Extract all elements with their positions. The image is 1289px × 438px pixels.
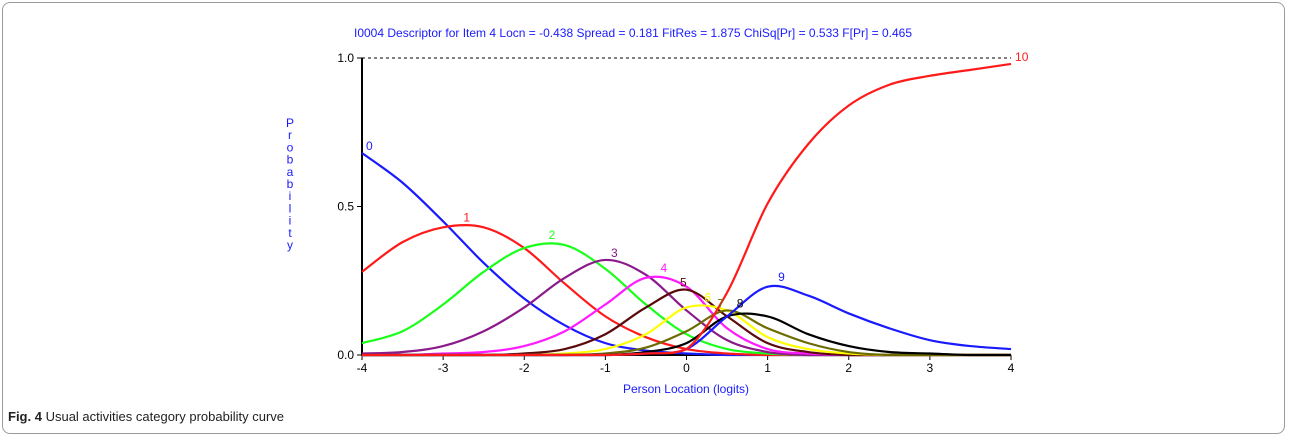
series-label-5: 5 <box>680 276 687 290</box>
y-axis-label-letter: o <box>287 140 294 154</box>
series-line-9 <box>362 284 1012 357</box>
y-axis-label-letter: i <box>289 189 292 203</box>
series-label-2: 2 <box>549 228 556 242</box>
series-label-4: 4 <box>661 261 668 275</box>
y-axis-label-letter: i <box>289 214 292 228</box>
x-tick-label: -1 <box>600 361 611 375</box>
y-axis-label-letter: b <box>287 177 294 191</box>
y-tick-label: 0.0 <box>337 348 354 362</box>
y-axis-label-letter: a <box>287 165 294 179</box>
x-tick-label: -4 <box>357 361 368 375</box>
series-label-3: 3 <box>611 246 618 260</box>
series-line-5 <box>362 288 1011 357</box>
y-axis-label-letter: P <box>286 116 294 130</box>
y-axis-label-letter: r <box>288 128 292 142</box>
y-axis-label-letter: y <box>287 238 293 252</box>
caption-text: Usual activities category probability cu… <box>45 409 285 424</box>
series-label-0: 0 <box>366 139 373 153</box>
x-tick-label: 2 <box>845 361 852 375</box>
x-tick-label: 0 <box>683 361 690 375</box>
series-line-10 <box>362 62 1012 357</box>
series-line-0 <box>361 152 1011 357</box>
x-tick-label: 4 <box>1008 361 1015 375</box>
y-axis-label-letter: t <box>288 226 292 240</box>
series-label-6: 6 <box>704 291 711 305</box>
series-label-1: 1 <box>463 210 470 224</box>
x-axis-label: Person Location (logits) <box>623 382 749 396</box>
x-tick-label: -3 <box>438 361 449 375</box>
x-tick-label: -2 <box>519 361 530 375</box>
series-label-10: 10 <box>1015 50 1029 64</box>
series-label-7: 7 <box>717 296 724 310</box>
chart-title: I0004 Descriptor for Item 4 Locn = -0.43… <box>354 26 912 40</box>
series-line-2 <box>361 242 1011 357</box>
y-tick-label: 0.5 <box>337 200 354 214</box>
x-tick-label: 3 <box>927 361 934 375</box>
y-axis-label-letter: l <box>289 201 292 215</box>
caption-label: Fig. 4 <box>8 409 42 424</box>
y-tick-label: 1.0 <box>337 51 354 65</box>
y-axis-label-letter: b <box>287 153 294 167</box>
figure-caption: Fig. 4 Usual activities category probabi… <box>8 409 284 424</box>
x-tick-label: 1 <box>764 361 771 375</box>
series-label-8: 8 <box>737 296 744 310</box>
series-label-9: 9 <box>778 270 785 284</box>
